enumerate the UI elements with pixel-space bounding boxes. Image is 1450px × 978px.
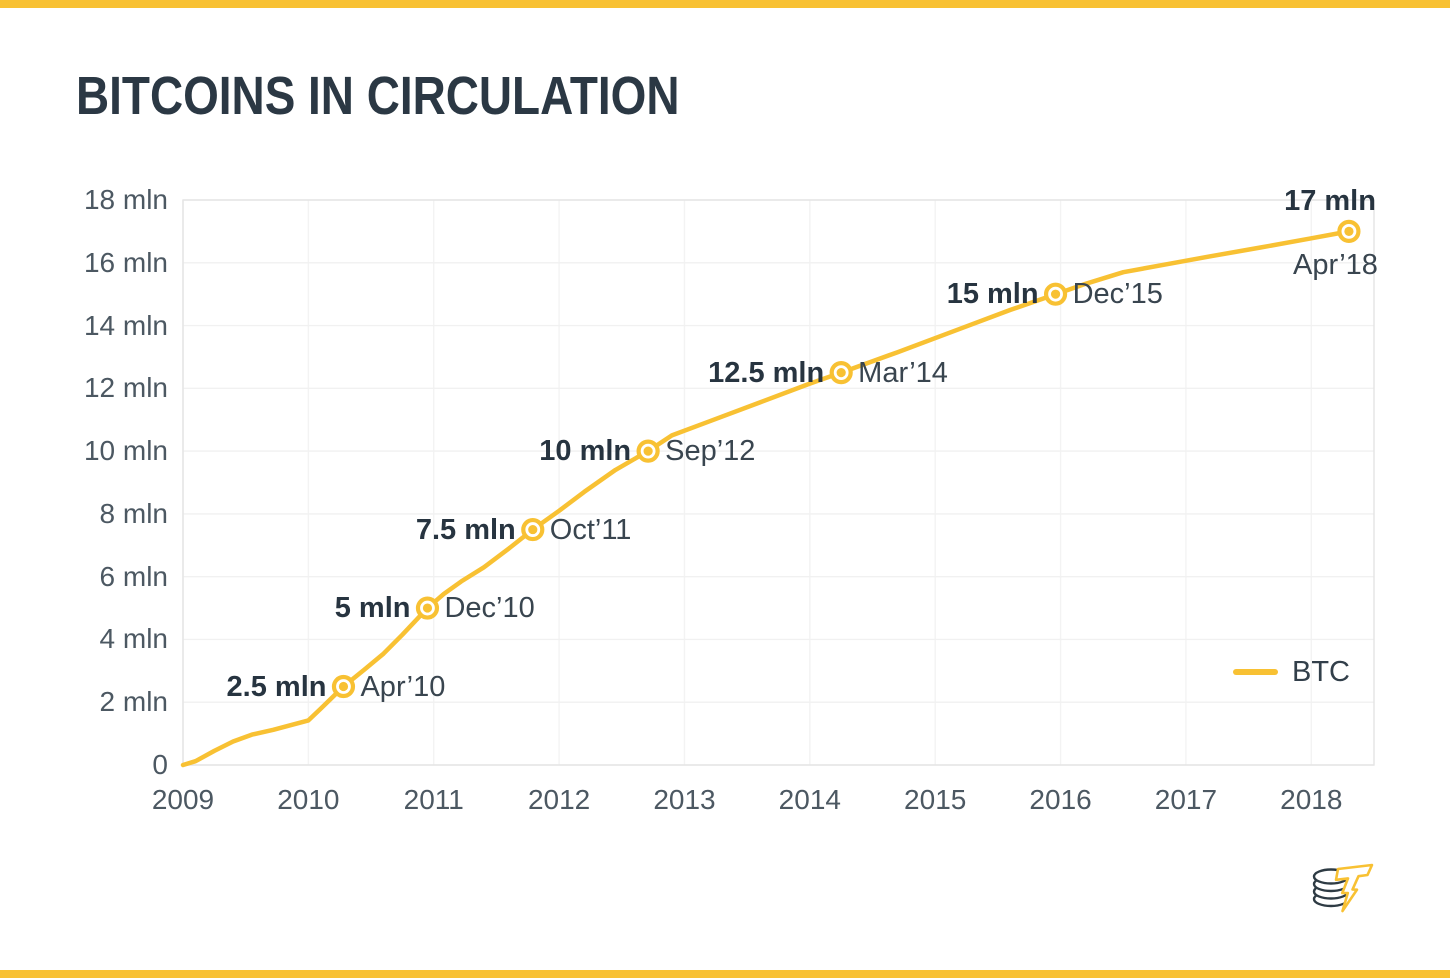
annotation-value: 7.5 mln [415,513,516,546]
data-point-marker-dot [338,681,349,692]
annotation-date: Apr’10 [360,670,446,703]
data-point-marker-dot [836,368,846,378]
annotation-date: Mar’14 [858,356,948,389]
annotation-value: 2.5 mln [226,670,327,703]
y-tick-label: 12 mln [83,372,168,404]
legend: BTC [1232,655,1350,689]
y-tick-label: 4 mln [99,623,168,655]
x-tick-label: 2009 [151,784,215,815]
annotation-value: 5 mln [334,592,411,625]
cointelegraph-logo [1312,863,1374,913]
bottom-accent-bar [0,970,1450,978]
x-tick-label: 2014 [778,784,841,815]
y-tick-label: 16 mln [83,246,168,278]
x-tick-label: 2011 [403,784,464,815]
data-point-marker-dot [422,603,433,613]
x-tick-label: 2015 [904,784,967,815]
y-tick-label: 2 mln [99,686,168,718]
y-tick-label: 10 mln [83,435,168,467]
series-line-btc [180,229,1352,768]
annotation-value: 17 mln [1284,185,1376,218]
y-tick-label: 6 mln [99,560,168,592]
annotation-date: Dec’15 [1072,278,1163,311]
lightning-t-icon [1334,863,1374,913]
annotation-date: Sep’12 [665,435,756,468]
x-tick-label: 2013 [653,784,716,815]
y-tick-label: 0 [152,749,168,780]
x-tick-label: 2017 [1154,784,1218,815]
data-point-marker-dot [1050,289,1061,299]
top-accent-bar [0,0,1450,8]
x-tick-label: 2016 [1029,784,1092,815]
y-tick-label: 14 mln [83,309,168,341]
legend-line-icon [1233,669,1278,675]
x-tick-label: 2018 [1280,784,1343,815]
annotation-date: Apr’18 [1293,249,1378,282]
legend-label: BTC [1292,656,1350,688]
y-tick-label: 8 mln [99,497,168,529]
annotation-value: 10 mln [539,435,632,468]
y-tick-label: 18 mln [83,184,168,215]
data-point-marker-dot [528,524,538,535]
chart-title: BITCOINS IN CIRCULATION [76,66,680,126]
data-point-marker-dot [643,446,653,456]
data-point-marker-dot [1344,226,1354,236]
annotation-date: Oct’11 [549,513,632,546]
annotation-value: 12.5 mln [708,356,825,389]
x-tick-label: 2010 [277,784,340,815]
annotation-value: 15 mln [946,278,1039,311]
plot-border [182,199,1375,766]
x-tick-label: 2012 [527,784,591,815]
annotation-date: Dec’10 [444,592,535,625]
